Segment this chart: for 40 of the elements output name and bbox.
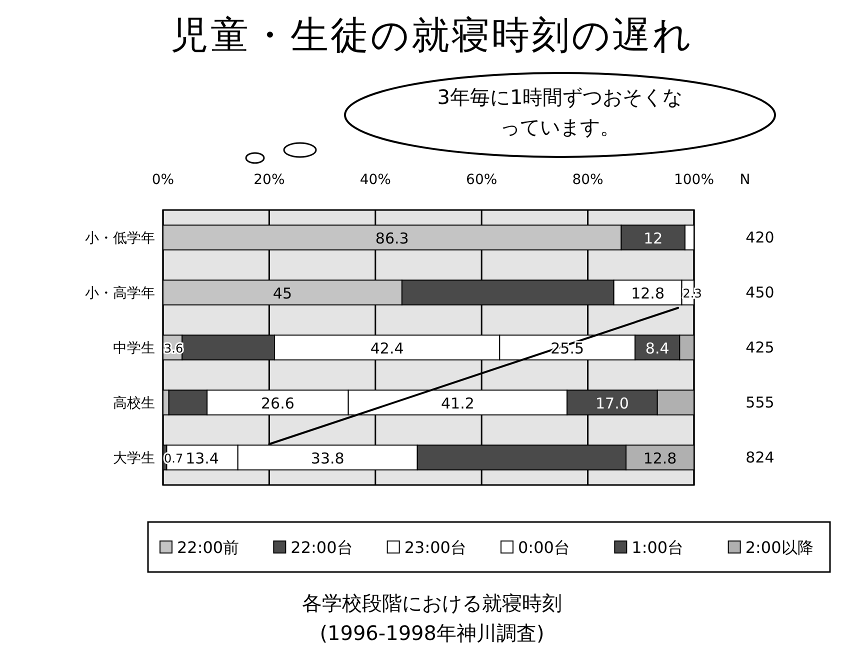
y-tick-label: 小・低学年 bbox=[85, 230, 155, 246]
data-label: 13.4 bbox=[186, 450, 219, 468]
text: 3年毎に1時間ずつおそくなっています。 bbox=[436, 84, 684, 141]
data-label: 86.3 bbox=[375, 230, 409, 248]
data-label: 12.8 bbox=[631, 284, 665, 302]
x-tick-label: 100% bbox=[674, 172, 714, 188]
text: 425 bbox=[746, 338, 774, 356]
legend-label: 23:00台 bbox=[404, 538, 466, 557]
text: N bbox=[740, 172, 750, 188]
legend-label: 0:00台 bbox=[518, 538, 570, 557]
data-label: 42.4 bbox=[370, 340, 404, 358]
x-tick-label: 0% bbox=[152, 172, 174, 188]
y-tick-label: 小・高学年 bbox=[85, 286, 155, 302]
x-tick-label: 20% bbox=[254, 172, 285, 188]
y-tick-label: 中学生 bbox=[113, 340, 155, 356]
y-tick-label: 高校生 bbox=[113, 396, 155, 412]
y-tick-label: 大学生 bbox=[113, 450, 155, 466]
x-tick-label: 40% bbox=[360, 172, 391, 188]
data-label: 26.6 bbox=[260, 394, 294, 412]
legend-label: 22:00台 bbox=[290, 538, 353, 557]
legend-label: 22:00前 bbox=[177, 538, 240, 557]
text: 各学校段階における就寝時刻 bbox=[301, 590, 563, 617]
data-label: 33.8 bbox=[310, 450, 344, 468]
x-tick-label: 60% bbox=[466, 172, 498, 188]
data-label: 8.4 bbox=[645, 340, 670, 358]
chart-title: 児童・生徒の就寝時刻の遅れ bbox=[170, 12, 694, 59]
data-label: 41.2 bbox=[441, 394, 474, 412]
text: 420 bbox=[746, 228, 774, 246]
legend-label: 2:00以降 bbox=[745, 538, 814, 557]
data-label: 17.0 bbox=[596, 394, 629, 412]
text: 555 bbox=[746, 394, 774, 412]
data-label: 12.8 bbox=[643, 450, 677, 468]
text: 824 bbox=[746, 448, 774, 466]
data-label: 45 bbox=[272, 284, 292, 302]
legend-label: 1:00台 bbox=[632, 538, 684, 557]
x-tick-label: 80% bbox=[572, 172, 604, 188]
data-label: 12 bbox=[644, 230, 663, 248]
text: 450 bbox=[746, 284, 774, 302]
text: (1996-1998年神川調査) bbox=[318, 620, 546, 647]
data-label: 25.5 bbox=[550, 340, 584, 358]
